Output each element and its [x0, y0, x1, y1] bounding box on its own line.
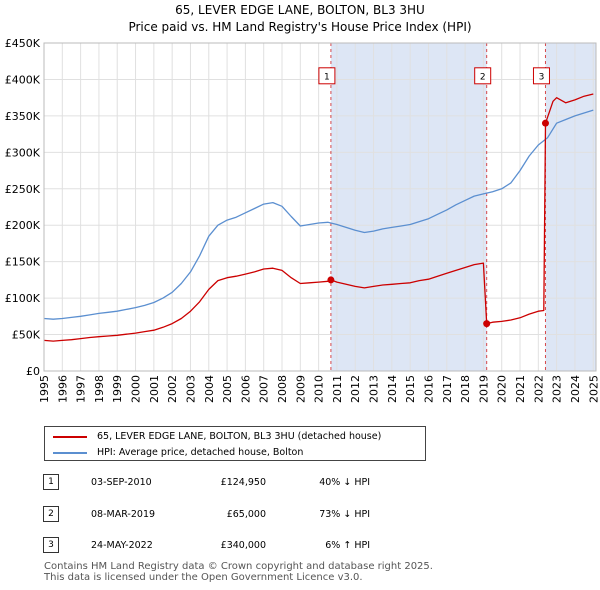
- shaded-range-1: [330, 43, 487, 371]
- y-tick-label: £400K: [5, 73, 41, 86]
- transaction-row-2: 2 08-MAR-2019 £65,000 73% ↓ HPI: [0, 505, 600, 525]
- x-tick-label: 2008: [276, 375, 289, 403]
- price-chart: 1 2 3 £0 £50K £100K £150K £200K £250K £300K £350K…: [5, 37, 600, 403]
- x-tick-label: 2015: [404, 375, 417, 403]
- transaction-marker-box-3: [532, 67, 550, 85]
- hpi-line: [43, 109, 594, 320]
- x-tick-label: 2000: [130, 375, 143, 403]
- x-tick-label: 2019: [477, 375, 490, 403]
- transaction-date: 24-MAY-2022: [91, 540, 153, 551]
- x-tick-label: 2013: [368, 375, 381, 403]
- chart-title: 65, LEVER EDGE LANE, BOLTON, BL3 3HU: [175, 3, 425, 17]
- transaction-marker-box-1: [318, 67, 336, 85]
- transaction-marker-label-1: 1: [324, 72, 330, 82]
- transaction-dot-1: [327, 276, 335, 284]
- legend: 65, LEVER EDGE LANE, BOLTON, BL3 3HU (de…: [44, 426, 426, 461]
- plot-frame: [43, 42, 597, 372]
- x-tick-label: 2018: [459, 375, 472, 403]
- legend-label-hpi: HPI: Average price, detached house, Bolt…: [97, 447, 304, 458]
- x-tick-label: 2007: [258, 375, 271, 403]
- transaction-hpi-diff: 73% ↓ HPI: [319, 509, 370, 520]
- y-tick-label: £450K: [5, 37, 41, 50]
- x-tick-label: 2021: [514, 375, 527, 403]
- legend-swatch-property: [53, 436, 87, 438]
- x-tick-label: 2005: [221, 375, 234, 403]
- transaction-row-3: 3 24-MAY-2022 £340,000 6% ↑ HPI: [0, 536, 600, 556]
- x-tick-label: 2011: [331, 375, 344, 403]
- transaction-price: £124,950: [220, 477, 266, 488]
- y-tick-label: £200K: [5, 219, 41, 232]
- x-tick-label: 2001: [148, 375, 161, 403]
- transaction-number: 2: [43, 506, 59, 522]
- transaction-hpi-diff: 40% ↓ HPI: [319, 477, 370, 488]
- transaction-number: 1: [43, 474, 59, 490]
- x-tick-label: 1999: [111, 375, 124, 403]
- x-tick-label: 1997: [75, 375, 88, 403]
- transaction-price: £340,000: [220, 540, 266, 551]
- transaction-row-1: 1 03-SEP-2010 £124,950 40% ↓ HPI: [0, 473, 600, 493]
- x-tick-label: 2009: [294, 375, 307, 403]
- y-tick-label: £350K: [5, 110, 41, 123]
- x-tick-label: 1995: [38, 375, 51, 403]
- x-tick-label: 2023: [551, 375, 564, 403]
- y-tick-label: £50K: [12, 329, 41, 342]
- y-tick-label: £0: [26, 365, 40, 378]
- legend-swatch-hpi: [53, 452, 87, 454]
- y-tick-label: £100K: [5, 292, 41, 305]
- transaction-hpi-diff: 6% ↑ HPI: [325, 540, 370, 551]
- chart-subtitle: Price paid vs. HM Land Registry's House …: [128, 20, 472, 34]
- x-tick-label: 2024: [569, 375, 582, 403]
- x-tick-label: 2016: [422, 375, 435, 403]
- x-tick-label: 2004: [203, 375, 216, 403]
- x-tick-label: 2020: [496, 375, 509, 403]
- x-tick-label: 2003: [184, 375, 197, 403]
- transaction-dot-2: [483, 320, 491, 328]
- y-tick-label: £300K: [5, 146, 41, 159]
- axis-layer: £0 £50K £100K £150K £200K £250K £300K £350K £400…: [5, 37, 600, 403]
- transaction-dot-3: [541, 119, 549, 127]
- x-tick-label: 1998: [93, 375, 106, 403]
- shade-layer: [330, 43, 596, 371]
- transaction-date: 03-SEP-2010: [91, 477, 152, 488]
- transaction-marker-label-2: 2: [480, 72, 486, 82]
- marker-layer: 1 2 3: [318, 67, 550, 85]
- x-tick-label: 2006: [239, 375, 252, 403]
- transaction-number: 3: [43, 537, 59, 553]
- x-tick-label: 2012: [349, 375, 362, 403]
- x-tick-label: 1996: [56, 375, 69, 403]
- vline-layer: [330, 43, 546, 371]
- x-tick-label: 2022: [532, 375, 545, 403]
- transaction-marker-box-2: [474, 67, 492, 85]
- x-tick-label: 2014: [386, 375, 399, 403]
- grid-layer: [43, 42, 596, 372]
- x-tick-label: 2025: [587, 375, 600, 403]
- y-tick-label: £250K: [5, 183, 41, 196]
- shaded-range-2: [545, 43, 596, 371]
- legend-label-property: 65, LEVER EDGE LANE, BOLTON, BL3 3HU (de…: [97, 431, 382, 442]
- footer-licence: This data is licensed under the Open Gov…: [44, 572, 363, 583]
- transaction-price: £65,000: [226, 509, 266, 520]
- x-tick-label: 2002: [166, 375, 179, 403]
- dot-layer: [327, 119, 549, 328]
- x-tick-label: 2010: [313, 375, 326, 403]
- x-tick-label: 2017: [441, 375, 454, 403]
- transaction-date: 08-MAR-2019: [91, 509, 156, 520]
- y-tick-label: £150K: [5, 256, 41, 269]
- footer-copyright: Contains HM Land Registry data © Crown c…: [44, 561, 433, 572]
- transaction-marker-label-3: 3: [539, 72, 545, 82]
